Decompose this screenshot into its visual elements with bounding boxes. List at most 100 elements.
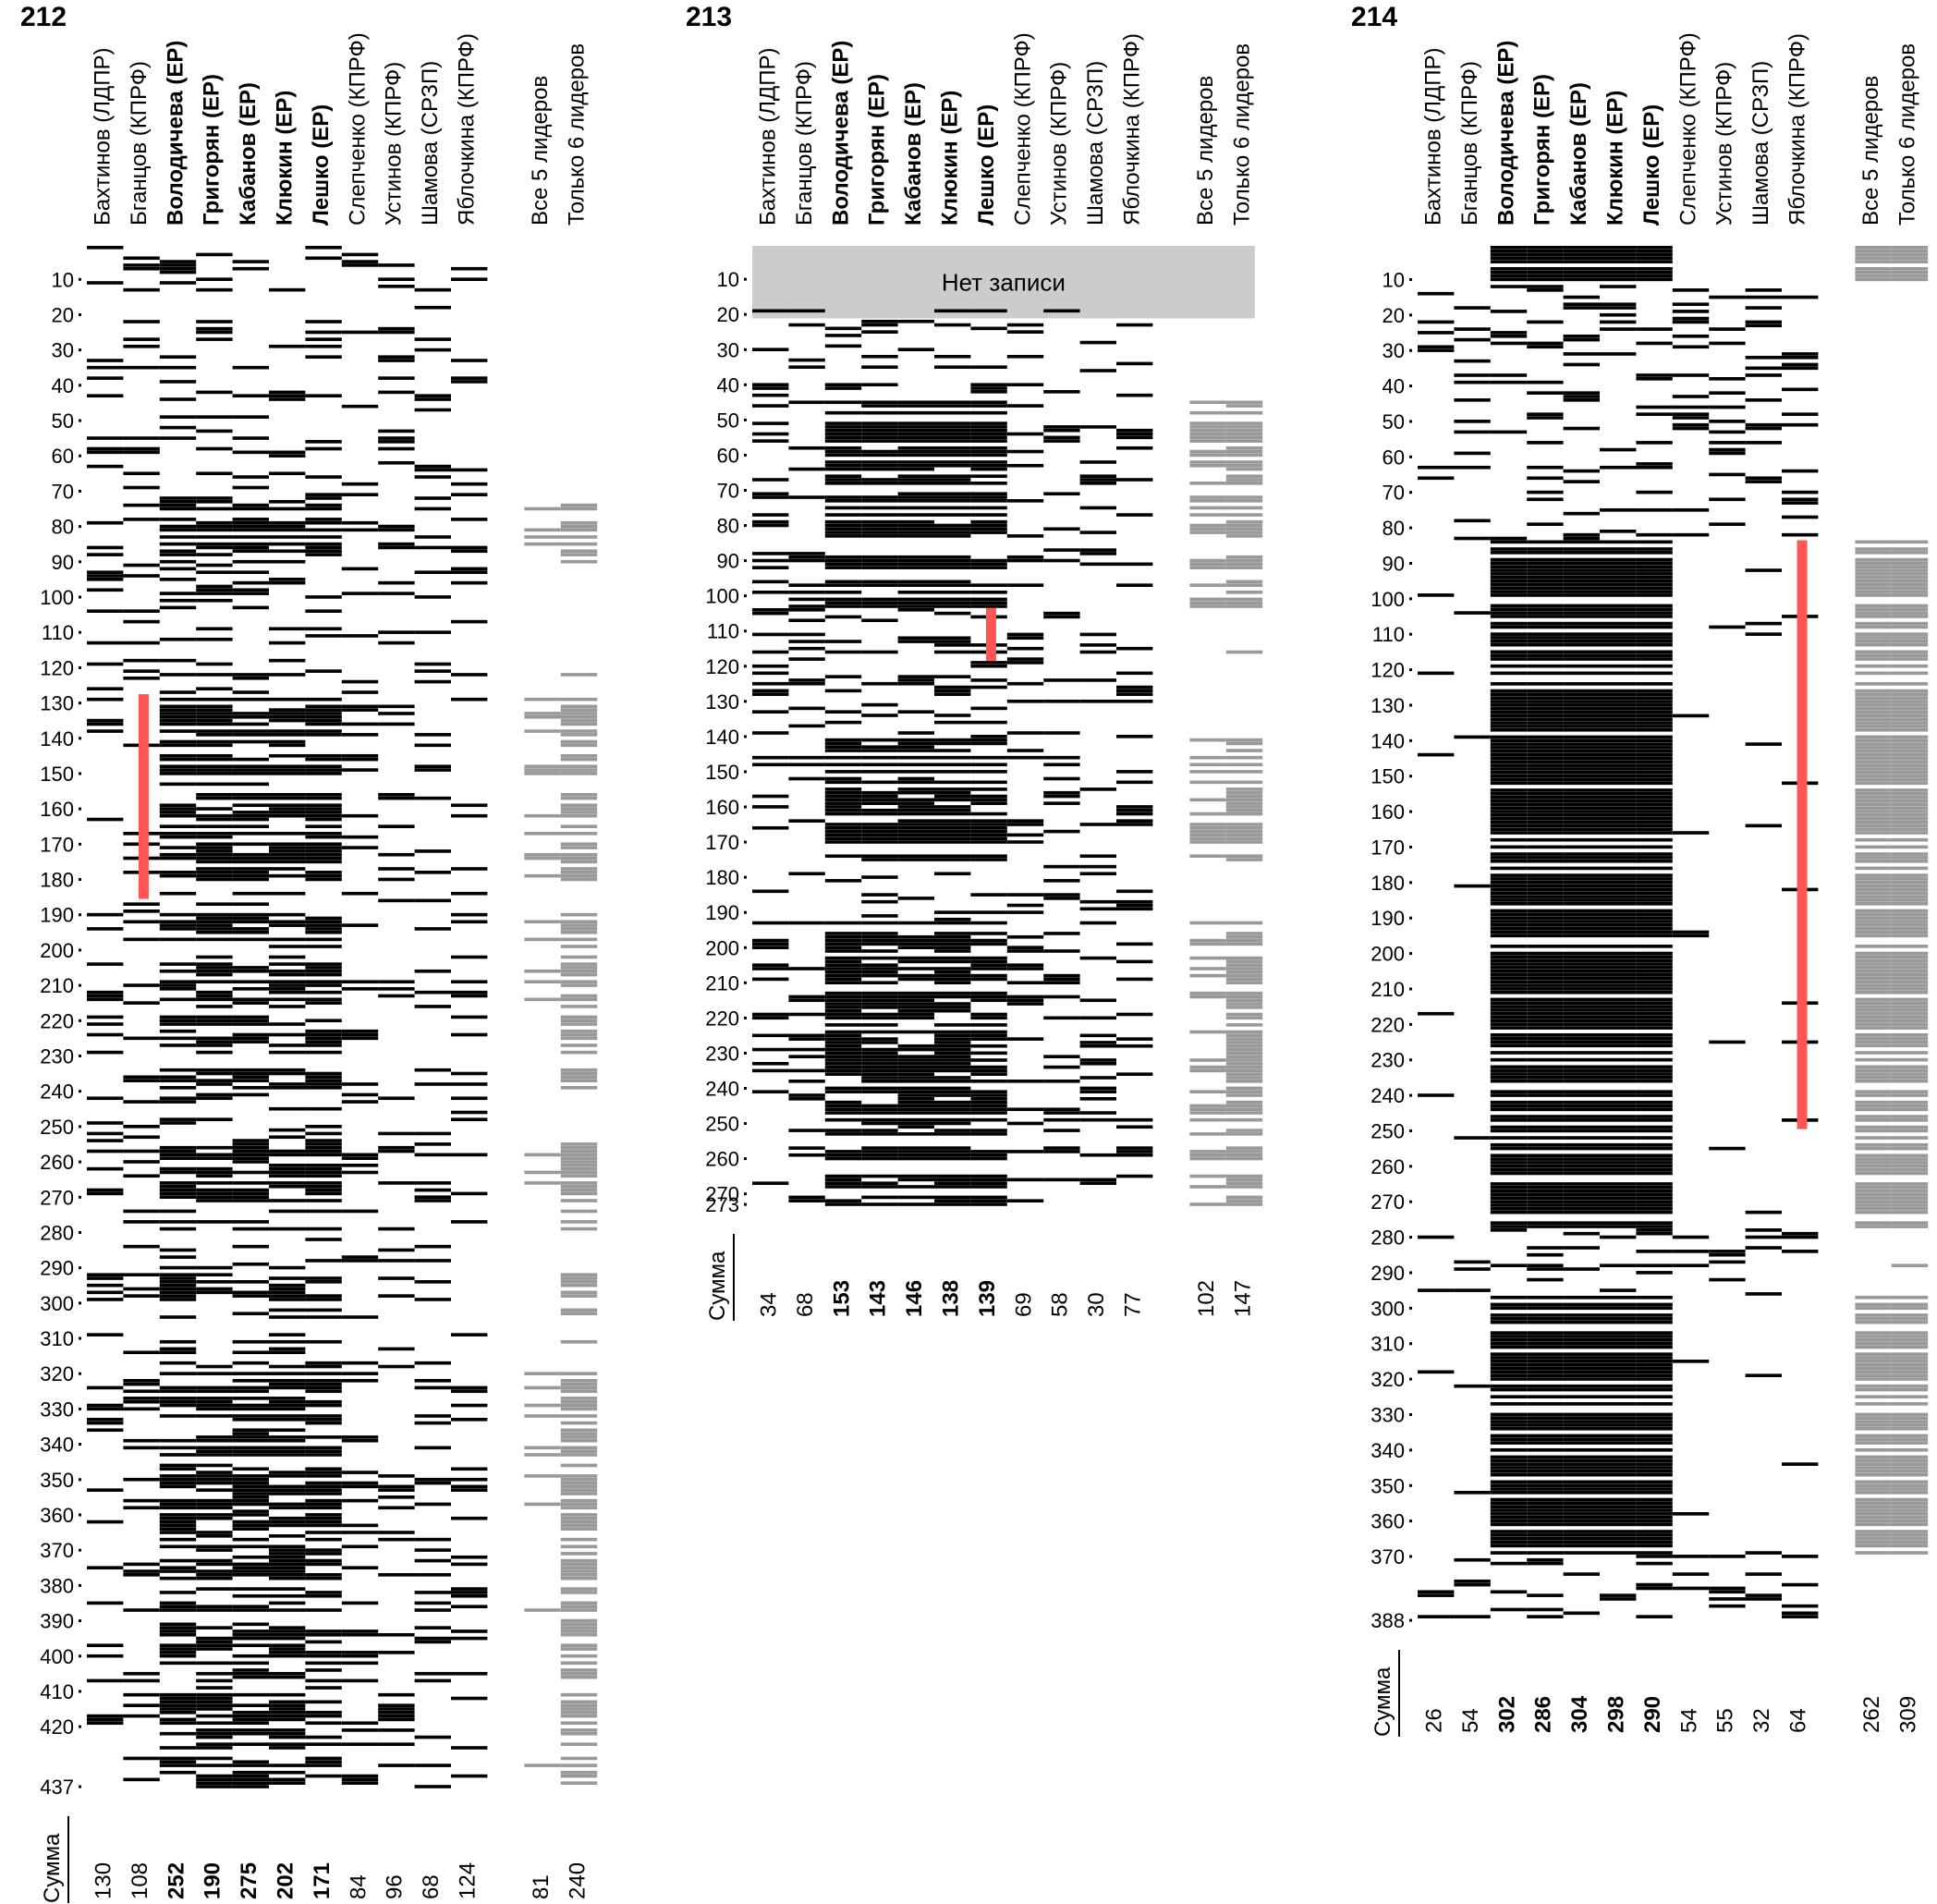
vote-mark xyxy=(378,1495,415,1499)
vote-mark xyxy=(159,1372,197,1375)
vote-mark xyxy=(1527,1320,1564,1324)
six-leaders-mark xyxy=(1891,877,1929,881)
vote-mark xyxy=(1563,586,1600,591)
vote-mark xyxy=(196,729,233,733)
six-leaders-mark xyxy=(1891,1203,1929,1207)
vote-mark xyxy=(1490,717,1528,722)
vote-mark xyxy=(1636,777,1673,782)
vote-mark xyxy=(1600,756,1637,761)
summary-column-label: Только 6 лидеров xyxy=(1894,43,1919,226)
six-leaders-mark xyxy=(1891,976,1929,981)
vote-mark xyxy=(451,1562,488,1567)
y-tick-mark xyxy=(79,454,81,458)
vote-mark xyxy=(1600,615,1637,618)
vote-mark xyxy=(824,970,862,974)
vote-mark xyxy=(196,1265,233,1270)
vote-mark xyxy=(451,803,488,808)
vote-mark xyxy=(196,937,233,942)
vote-mark xyxy=(269,1764,306,1767)
vote-mark xyxy=(1636,582,1673,587)
column-label: Устинов (КПРФ) xyxy=(1712,62,1737,226)
six-leaders-mark xyxy=(1891,788,1929,792)
vote-mark xyxy=(1527,565,1564,569)
vote-mark xyxy=(824,590,862,594)
vote-mark xyxy=(123,669,160,673)
vote-mark xyxy=(1490,1497,1528,1502)
vote-mark xyxy=(788,646,825,651)
vote-mark xyxy=(1563,738,1600,743)
vote-mark xyxy=(897,1086,934,1091)
vote-mark xyxy=(788,604,825,608)
vote-mark xyxy=(232,969,269,973)
all-leaders-mark xyxy=(1855,547,1892,551)
vote-mark xyxy=(87,578,124,581)
all-leaders-mark xyxy=(1855,777,1892,782)
six-leaders-mark xyxy=(560,1283,598,1288)
vote-mark xyxy=(414,496,451,500)
vote-mark xyxy=(87,570,124,574)
vote-mark xyxy=(269,1283,306,1288)
y-tick-mark xyxy=(1409,703,1412,707)
vote-mark xyxy=(970,678,1007,682)
vote-mark xyxy=(1600,1185,1637,1190)
vote-mark xyxy=(1006,998,1044,1003)
vote-mark xyxy=(1490,579,1528,583)
vote-mark xyxy=(159,605,197,610)
vote-mark xyxy=(1527,682,1564,686)
vote-mark xyxy=(1490,430,1528,434)
vote-mark xyxy=(1079,998,1116,1003)
vote-mark xyxy=(861,763,898,767)
vote-mark xyxy=(1527,1026,1564,1030)
vote-mark xyxy=(1079,854,1116,859)
vote-mark xyxy=(1490,582,1528,587)
vote-mark xyxy=(1490,1469,1528,1473)
vote-mark xyxy=(1563,642,1600,647)
vote-mark xyxy=(1709,447,1746,452)
vote-mark xyxy=(934,400,971,405)
vote-mark xyxy=(1636,752,1673,757)
vote-mark xyxy=(1563,1441,1600,1445)
vote-mark xyxy=(269,920,306,924)
vote-mark xyxy=(1563,934,1600,938)
column-label: Лешко (ЕР) xyxy=(974,104,999,226)
all-leaders-mark xyxy=(1855,1519,1892,1523)
vote-mark xyxy=(414,1678,451,1683)
six-leaders-mark xyxy=(560,1188,598,1192)
vote-mark xyxy=(269,997,306,1002)
vote-mark xyxy=(196,739,233,744)
vote-mark xyxy=(861,1023,898,1027)
vote-mark xyxy=(269,1474,306,1478)
vote-mark xyxy=(123,1446,160,1450)
vote-mark xyxy=(305,1520,342,1524)
vote-mark xyxy=(1116,942,1153,946)
vote-mark xyxy=(1527,1313,1564,1317)
vote-mark xyxy=(1600,590,1637,593)
vote-mark xyxy=(414,990,451,995)
vote-mark xyxy=(1043,435,1080,440)
vote-mark xyxy=(196,792,233,797)
vote-mark xyxy=(1600,987,1637,991)
vote-mark xyxy=(1636,1508,1673,1512)
vote-mark xyxy=(1563,777,1600,782)
vote-mark xyxy=(196,972,233,977)
vote-mark xyxy=(1490,1036,1528,1041)
vote-mark xyxy=(159,1756,197,1761)
y-tick-mark xyxy=(744,735,747,738)
vote-mark xyxy=(1636,1153,1673,1158)
all-leaders-mark xyxy=(1855,1544,1892,1548)
vote-mark xyxy=(1636,1115,1673,1118)
vote-mark xyxy=(196,415,233,419)
vote-mark xyxy=(87,662,124,666)
all-leaders-mark xyxy=(1855,696,1892,701)
vote-mark xyxy=(414,287,451,292)
vote-mark xyxy=(269,1710,306,1715)
all-leaders-mark xyxy=(524,1474,561,1478)
vote-mark xyxy=(970,1181,1007,1185)
vote-mark xyxy=(861,1156,898,1161)
vote-mark xyxy=(1490,380,1528,384)
vote-mark xyxy=(1527,1146,1564,1151)
vote-mark xyxy=(861,1181,898,1185)
vote-mark xyxy=(1454,465,1491,470)
vote-mark xyxy=(1636,799,1673,803)
vote-mark xyxy=(232,1417,269,1422)
